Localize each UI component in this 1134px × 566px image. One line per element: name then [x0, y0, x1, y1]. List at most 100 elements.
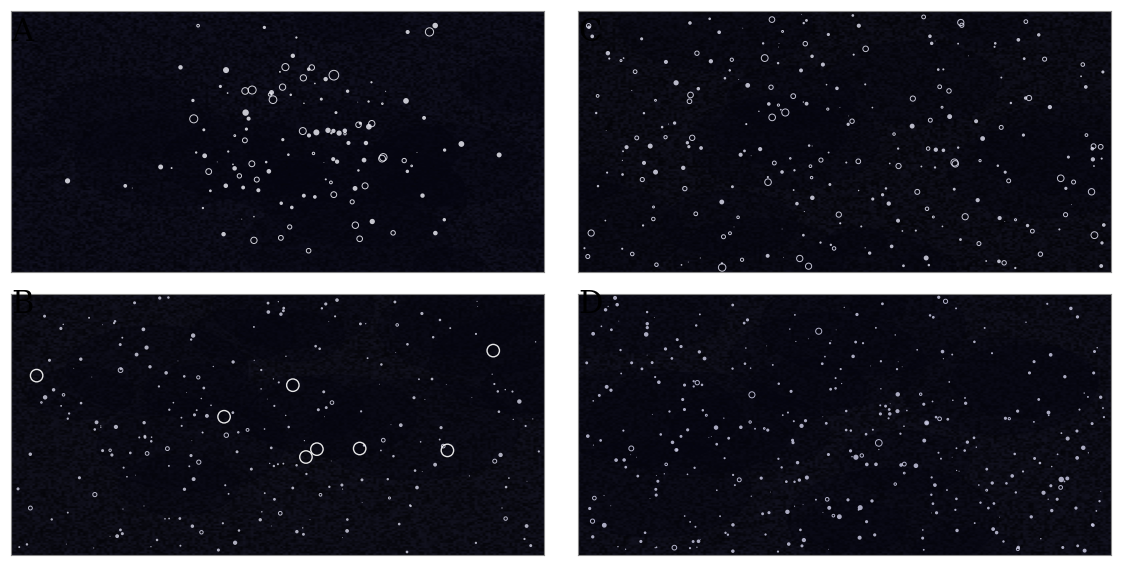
Circle shape: [670, 392, 830, 471]
Point: [644, 215, 662, 224]
Point: [814, 412, 832, 421]
Point: [1014, 467, 1032, 476]
Point: [711, 512, 729, 521]
Point: [303, 63, 321, 72]
Point: [595, 491, 613, 500]
Point: [1001, 98, 1019, 108]
Point: [856, 243, 874, 252]
Point: [617, 462, 635, 471]
Point: [723, 547, 742, 556]
Point: [350, 234, 369, 243]
Point: [1085, 347, 1103, 356]
Point: [837, 158, 855, 167]
Point: [729, 75, 747, 84]
Point: [380, 494, 398, 503]
Point: [1025, 454, 1043, 463]
Point: [497, 483, 515, 492]
Circle shape: [0, 134, 62, 167]
Point: [660, 407, 678, 416]
Point: [797, 16, 815, 25]
Point: [338, 515, 356, 524]
Point: [183, 436, 201, 445]
Point: [111, 366, 129, 375]
Point: [889, 161, 907, 170]
Point: [708, 440, 726, 449]
Point: [657, 345, 675, 354]
Point: [460, 471, 479, 481]
Point: [169, 357, 187, 366]
Point: [995, 537, 1013, 546]
Point: [931, 414, 949, 423]
Point: [949, 39, 967, 48]
Point: [773, 225, 792, 234]
Point: [839, 112, 857, 121]
Point: [864, 425, 882, 434]
Point: [262, 443, 280, 452]
Circle shape: [951, 345, 1099, 417]
Point: [643, 358, 661, 367]
Point: [1049, 450, 1067, 459]
Point: [160, 461, 178, 470]
Point: [468, 302, 486, 311]
Point: [958, 438, 976, 447]
Point: [716, 74, 734, 83]
Point: [925, 481, 943, 490]
Point: [158, 368, 176, 378]
Point: [933, 222, 951, 231]
Point: [121, 448, 139, 457]
Point: [886, 479, 904, 488]
Point: [1050, 225, 1068, 234]
Point: [819, 30, 837, 39]
Point: [599, 302, 617, 311]
Point: [398, 340, 416, 349]
Point: [923, 39, 941, 48]
Point: [320, 317, 338, 326]
Point: [1040, 408, 1058, 417]
Point: [243, 85, 261, 95]
Point: [759, 426, 777, 435]
Point: [271, 67, 289, 76]
Point: [261, 90, 279, 99]
Point: [279, 150, 297, 159]
Point: [272, 199, 290, 208]
Point: [863, 103, 881, 112]
Point: [971, 156, 989, 165]
Point: [171, 63, 189, 72]
Point: [435, 215, 454, 224]
Point: [644, 203, 662, 212]
Point: [849, 186, 868, 195]
Point: [236, 136, 254, 145]
Point: [1092, 261, 1110, 271]
Point: [638, 350, 657, 359]
Point: [720, 434, 738, 443]
Point: [861, 248, 879, 258]
Point: [41, 356, 59, 365]
Point: [257, 157, 276, 166]
Point: [785, 186, 803, 195]
Point: [1075, 546, 1093, 555]
Point: [613, 170, 632, 179]
Point: [1080, 448, 1098, 457]
Point: [595, 521, 613, 530]
Point: [228, 447, 246, 456]
Point: [908, 345, 926, 354]
Point: [612, 369, 631, 378]
Point: [1014, 131, 1032, 140]
Point: [1048, 495, 1066, 504]
Point: [943, 396, 962, 405]
Point: [185, 410, 203, 419]
Point: [612, 56, 631, 65]
Point: [113, 504, 132, 513]
Point: [353, 498, 371, 507]
Point: [866, 460, 885, 469]
Point: [379, 475, 397, 484]
Point: [295, 191, 313, 200]
Point: [105, 319, 124, 328]
Circle shape: [28, 368, 134, 419]
Point: [692, 143, 710, 152]
Text: B: B: [11, 289, 34, 320]
Point: [1031, 458, 1049, 468]
Point: [907, 226, 925, 235]
Point: [820, 544, 838, 554]
Point: [373, 154, 391, 163]
